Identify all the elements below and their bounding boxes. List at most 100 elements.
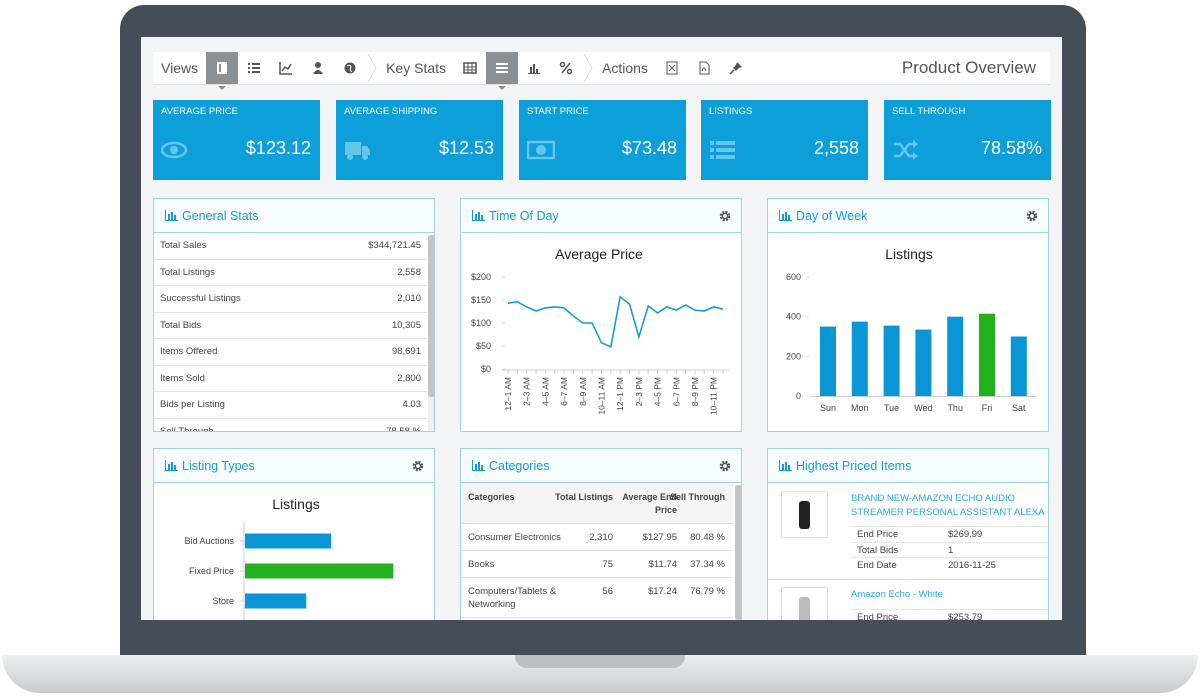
- panel-icon: [165, 210, 178, 221]
- stat-value: $123.12: [245, 138, 311, 158]
- y-tick-label: 0: [796, 391, 801, 401]
- table-cell: $127.95: [642, 532, 677, 543]
- table-cell: 56: [602, 586, 613, 597]
- globe-button[interactable]: [334, 52, 366, 84]
- row-value: 98,691: [391, 346, 421, 358]
- row-label: Bids per Listing: [160, 399, 225, 411]
- x-tick-label: Mon: [851, 403, 869, 413]
- panel-header: Listing Types: [154, 449, 434, 483]
- y-tick-label: $0: [481, 364, 491, 374]
- shuffle-icon: [894, 140, 918, 160]
- bar: [820, 326, 836, 396]
- row-value: 10,305: [391, 319, 421, 331]
- y-tick-label: $100: [471, 318, 491, 328]
- bar-chart: Listings Bid Auctions Fixed Price Store: [184, 496, 394, 620]
- percent-button[interactable]: [550, 52, 582, 84]
- bar-chart-button[interactable]: [518, 52, 550, 84]
- table-cell: $11.74: [648, 559, 677, 570]
- table-cell: Consumer Electronics: [468, 532, 561, 543]
- y-tick-label: Bid Auctions: [184, 536, 234, 546]
- x-tick-label: Thu: [947, 403, 963, 413]
- x-tick-label: 12–1 PM: [615, 377, 625, 411]
- money-icon: [527, 140, 555, 160]
- stat-value: 78.58%: [980, 138, 1042, 158]
- row-divider: [461, 550, 733, 551]
- pdf-button[interactable]: [688, 52, 720, 84]
- row-label: Items Sold: [160, 372, 205, 384]
- scrollbar[interactable]: [735, 485, 741, 620]
- row-value: 4.03: [402, 399, 422, 411]
- user-button[interactable]: [302, 52, 334, 84]
- panel: Day of Week Listings 0 200 400 600 Sun Mon Tue W…: [767, 198, 1049, 432]
- x-tick-label: Wed: [914, 403, 932, 413]
- x-tick-label: 8–9 AM: [578, 377, 588, 406]
- panel-title: Categories: [489, 458, 550, 473]
- row-label: Successful Listings: [160, 293, 241, 305]
- separator: [367, 53, 377, 83]
- table-cell: $17.24: [647, 586, 677, 597]
- line-chart: Average Price $0 $50 $100 $150 $200 12–1 AM 2–3…: [471, 246, 729, 415]
- table-cell: 75: [602, 559, 613, 570]
- x-tick-label: 4–5 AM: [540, 377, 550, 406]
- x-tick-label: Sat: [1012, 403, 1026, 413]
- table-cell: 76.79 %: [690, 586, 725, 597]
- bar: [851, 321, 868, 396]
- bar: [979, 313, 995, 396]
- table-row: Bids per Listing 4.03: [154, 392, 427, 419]
- field-value: 1: [948, 544, 954, 556]
- views-label: Views: [161, 60, 199, 76]
- x-tick-label: 4–5 PM: [653, 377, 663, 406]
- line-chart-button[interactable]: [270, 52, 302, 84]
- row-divider: [461, 577, 733, 578]
- panel-icon: [165, 460, 178, 471]
- panel-icon: [472, 460, 485, 471]
- field-label: End Date: [857, 560, 897, 571]
- settings-button[interactable]: [1026, 210, 1038, 222]
- settings-button[interactable]: [719, 210, 731, 222]
- panel: Listing Types Listings Bid Auctions Fixed …: [153, 448, 435, 620]
- table-row: Total Listings 2,558: [154, 260, 427, 286]
- stat-label: AVERAGE PRICE: [161, 106, 238, 117]
- field-row: End Price $253.79: [851, 609, 1048, 620]
- panel: Time Of Day Average Price $0 $50 $100 $150 $2…: [460, 198, 742, 432]
- scrollbar[interactable]: [428, 235, 434, 431]
- panel-title: Highest Priced Items: [796, 458, 912, 473]
- bar: [245, 563, 394, 579]
- bar: [947, 316, 964, 396]
- table-button[interactable]: [454, 52, 486, 84]
- row-label: Sell Through: [160, 425, 214, 432]
- chart-title: Listings: [272, 496, 319, 512]
- list-view-button[interactable]: [486, 52, 519, 90]
- view-button[interactable]: [206, 52, 239, 90]
- chart-title: Average Price: [555, 246, 643, 262]
- scroll-thumb[interactable]: [735, 485, 741, 620]
- laptop-notch: [515, 655, 685, 668]
- settings-button[interactable]: [719, 460, 731, 472]
- stat-card: AVERAGE SHIPPING $12.53: [336, 100, 503, 180]
- row-value: 78.58 %: [386, 425, 421, 432]
- panel: Highest Priced Items BRAND NEW-AMAZON EC…: [767, 448, 1049, 620]
- scroll-thumb[interactable]: [428, 235, 434, 397]
- list-button[interactable]: [238, 52, 270, 84]
- field-value: $269.99: [948, 529, 983, 540]
- table-row: Successful Listings 2,010: [154, 286, 427, 313]
- stat-card: SELL THROUGH 78.58%: [884, 100, 1051, 180]
- field-label: End Price: [857, 612, 899, 620]
- panel-icon: [779, 210, 792, 221]
- stat-value: $73.48: [621, 138, 677, 158]
- y-tick-label: Store: [212, 596, 234, 606]
- stat-label: START PRICE: [527, 106, 589, 117]
- y-tick-label: 600: [786, 272, 801, 282]
- pin-button[interactable]: [720, 52, 752, 84]
- table-cell: Books: [468, 559, 495, 570]
- table-cell: 80.48 %: [690, 532, 725, 543]
- column-header: Sell Through: [670, 492, 725, 502]
- y-tick-label: Fixed Price: [189, 566, 234, 576]
- excel-button[interactable]: [656, 52, 688, 84]
- stat-card: START PRICE $73.48: [519, 100, 686, 180]
- row-value: 2,558: [397, 266, 421, 278]
- actions-label: Actions: [602, 60, 648, 76]
- stat-label: SELL THROUGH: [892, 106, 966, 117]
- settings-button[interactable]: [412, 460, 424, 472]
- product-shape: [799, 597, 810, 620]
